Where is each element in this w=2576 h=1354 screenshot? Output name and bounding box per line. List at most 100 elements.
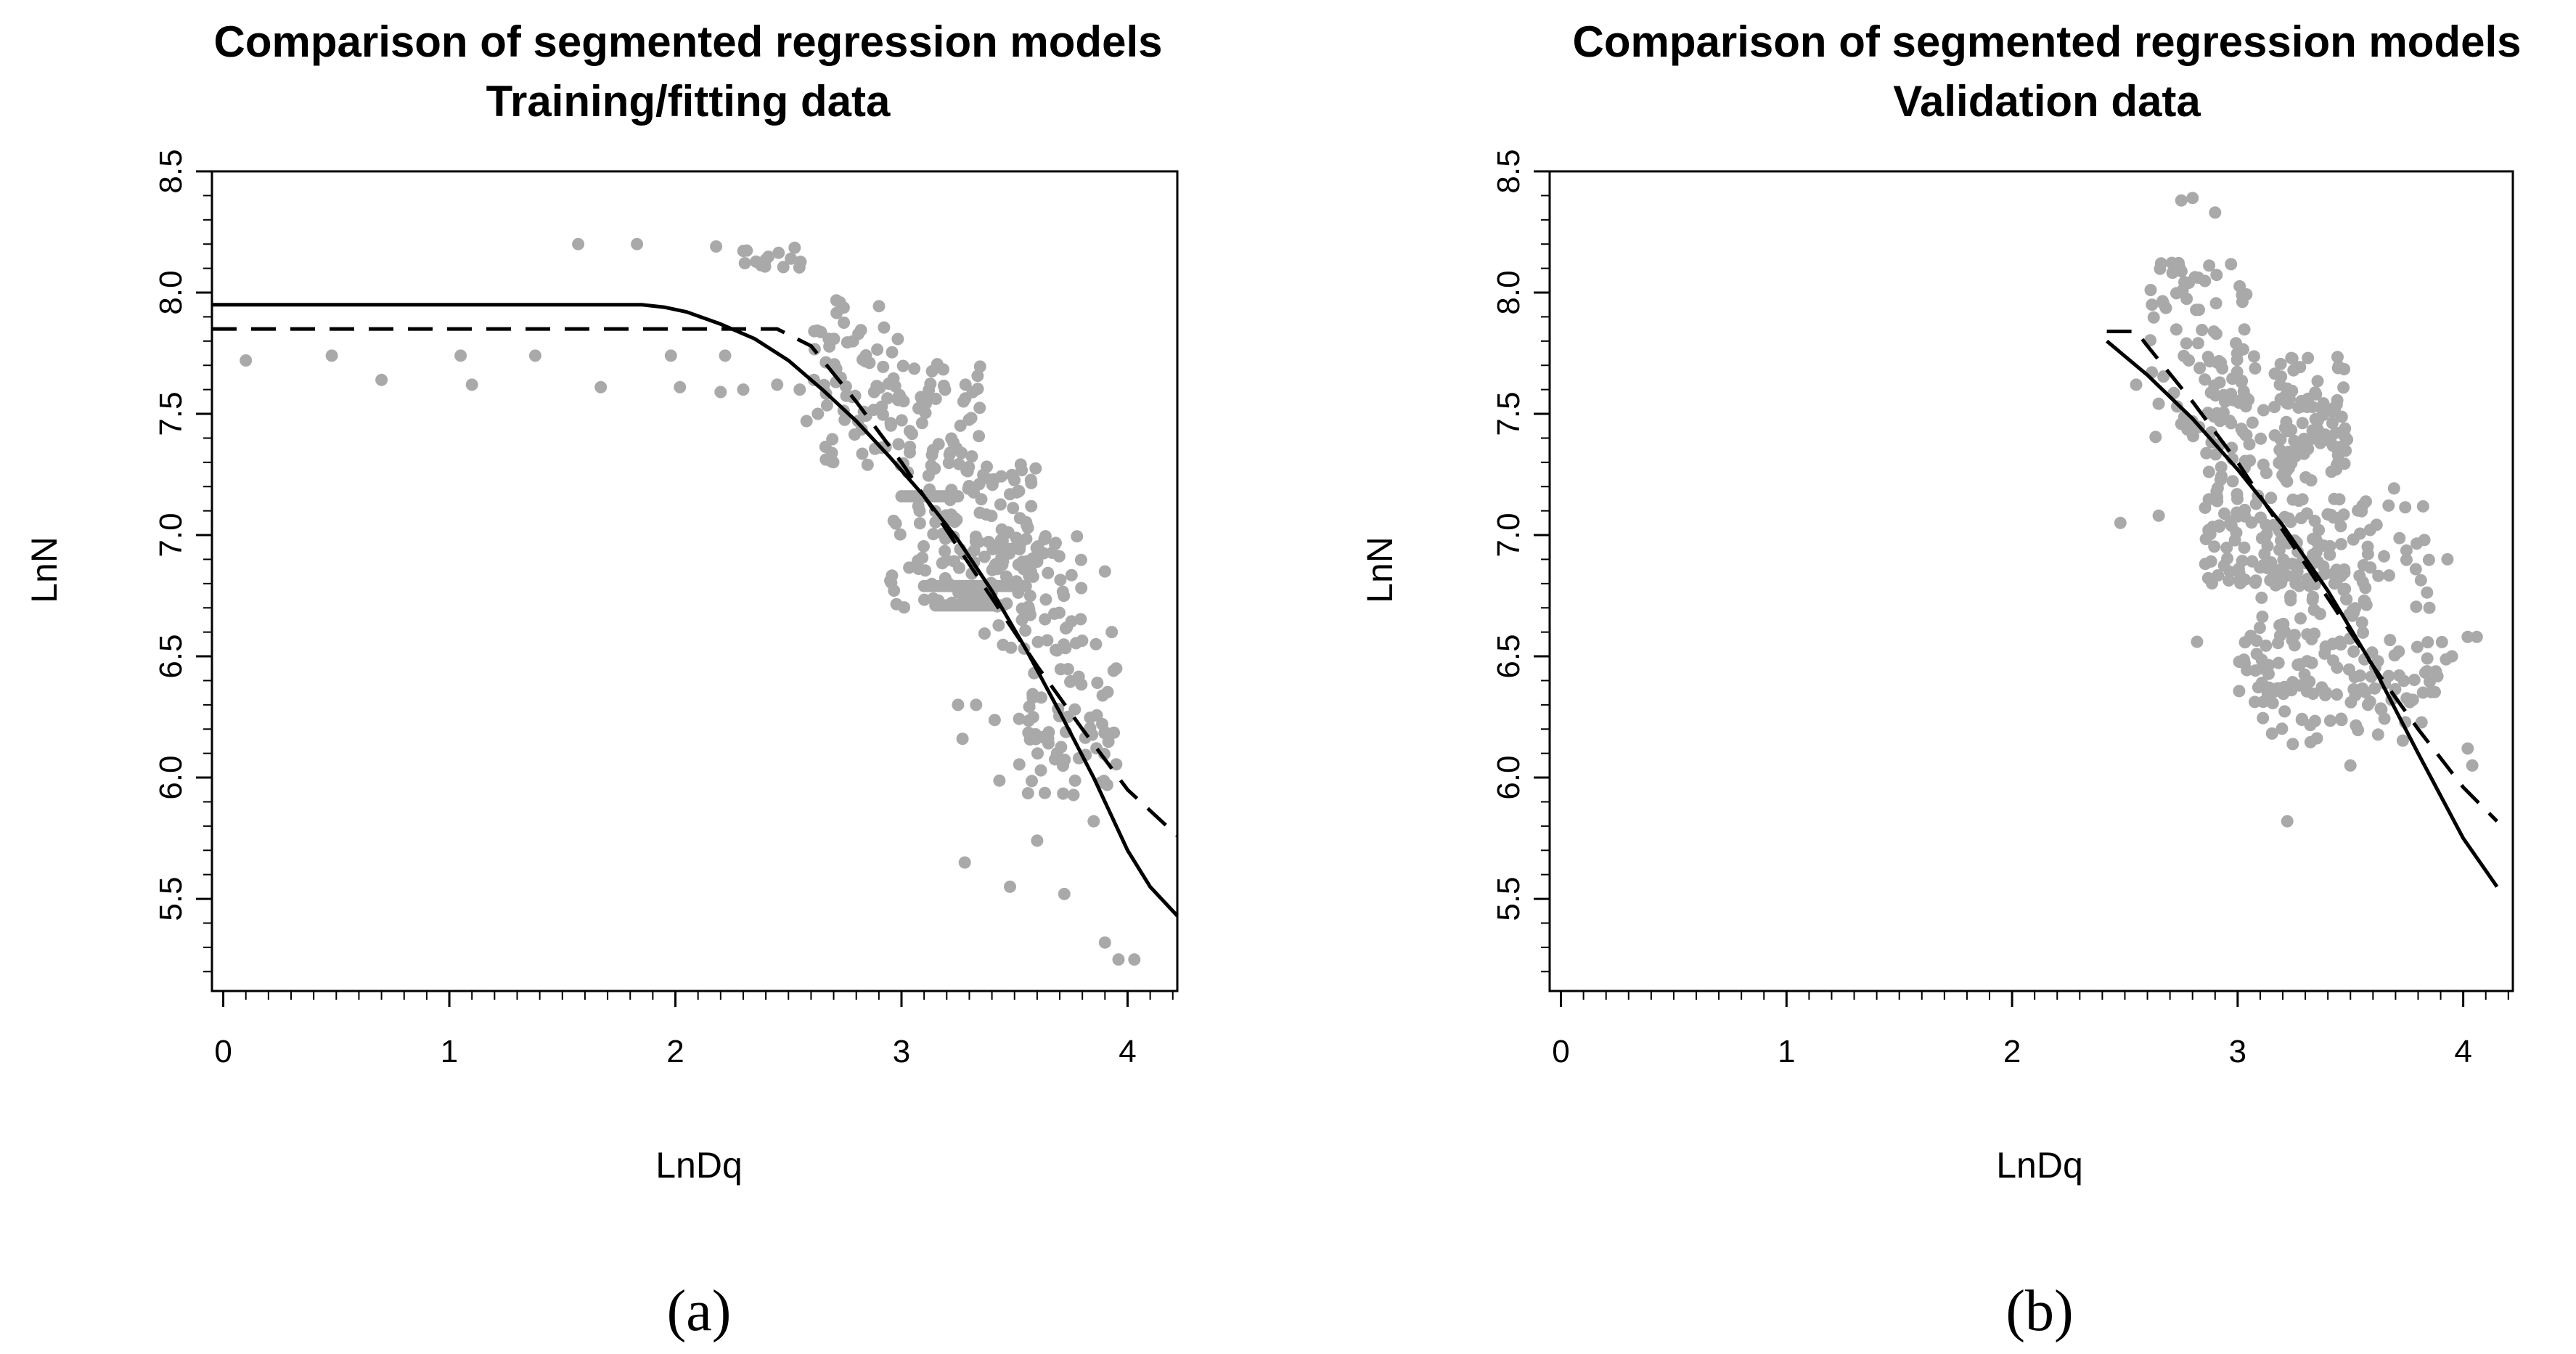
plot-area-b: 5.5 6.0 6.5 7.0 7.5 8.0 8.5 0 1 2 3 4 bbox=[1491, 149, 2514, 1069]
scatter-point bbox=[2421, 636, 2434, 649]
scatter-point bbox=[2420, 665, 2433, 678]
scatter-point bbox=[2223, 574, 2236, 587]
scatter-point bbox=[2305, 632, 2318, 645]
scatter-point bbox=[973, 401, 986, 415]
scatter-point bbox=[2147, 311, 2160, 324]
scatter-point bbox=[1084, 722, 1097, 735]
scatter-point bbox=[2277, 553, 2290, 566]
scatter-point bbox=[2350, 719, 2363, 732]
scatter-point bbox=[2278, 471, 2291, 484]
scatter-point bbox=[913, 517, 926, 530]
scatter-point bbox=[916, 551, 929, 564]
scatter-point bbox=[833, 296, 846, 309]
scatter-point bbox=[2170, 323, 2183, 336]
scatter-point bbox=[952, 698, 965, 711]
scatter-point bbox=[995, 470, 1007, 483]
scatter-point bbox=[2328, 403, 2342, 416]
scatter-point bbox=[2425, 685, 2438, 698]
scatter-point bbox=[2146, 298, 2159, 311]
scatter-point bbox=[2423, 601, 2436, 614]
scatter-point bbox=[738, 257, 751, 269]
scatter-point bbox=[788, 241, 801, 254]
scatter-point bbox=[970, 698, 983, 711]
scatter-point bbox=[1013, 712, 1026, 725]
scatter-point bbox=[886, 346, 899, 359]
scatter-point bbox=[2210, 269, 2223, 282]
scatter-point bbox=[2269, 579, 2282, 592]
scatter-point bbox=[2254, 432, 2268, 445]
scatter-points bbox=[2114, 192, 2483, 828]
scatter-point bbox=[1068, 774, 1081, 787]
scatter-point bbox=[912, 563, 925, 575]
scatter-point bbox=[973, 360, 986, 373]
scatter-point bbox=[777, 261, 790, 274]
scatter-point bbox=[2337, 381, 2350, 394]
scatter-point bbox=[714, 386, 727, 399]
scatter-point bbox=[888, 380, 901, 393]
scatter-point bbox=[925, 364, 939, 378]
scatter-point bbox=[2209, 448, 2222, 461]
scatter-point bbox=[2313, 608, 2326, 621]
scatter-point bbox=[1031, 834, 1044, 847]
scatter-point bbox=[1112, 953, 1125, 966]
scatter-point bbox=[884, 417, 897, 430]
scatter-point bbox=[1056, 585, 1069, 598]
scatter-point bbox=[1108, 726, 1121, 739]
scatter-point bbox=[2347, 606, 2360, 619]
scatter-point bbox=[2384, 634, 2397, 647]
y-tick-label: 6.0 bbox=[1491, 755, 1526, 799]
scatter-point bbox=[375, 373, 388, 386]
scatter-point bbox=[2355, 616, 2368, 629]
series-line-dashed bbox=[2106, 330, 2498, 823]
scatter-point bbox=[1023, 701, 1036, 713]
scatter-point bbox=[1060, 621, 1074, 634]
scatter-point bbox=[2253, 621, 2266, 635]
scatter-point bbox=[2114, 516, 2127, 529]
scatter-point bbox=[2337, 508, 2350, 521]
scatter-point bbox=[2249, 362, 2262, 375]
scatter-point bbox=[2276, 722, 2289, 735]
scatter-point bbox=[2393, 531, 2406, 545]
scatter-point bbox=[710, 240, 723, 253]
scatter-point bbox=[2330, 576, 2343, 589]
scatter-point bbox=[2400, 544, 2413, 557]
scatter-point bbox=[800, 415, 813, 428]
scatter-point bbox=[929, 515, 942, 529]
y-axis: 5.5 6.0 6.5 7.0 7.5 8.0 8.5 bbox=[1491, 149, 1550, 973]
scatter-point bbox=[971, 370, 984, 383]
scatter-point bbox=[2230, 337, 2242, 350]
scatter-point bbox=[2225, 258, 2238, 271]
scatter-point bbox=[962, 482, 975, 495]
scatter-point bbox=[2220, 542, 2233, 554]
scatter-point bbox=[2288, 629, 2301, 642]
scatter-point bbox=[2276, 448, 2289, 461]
scatter-point bbox=[1026, 775, 1038, 788]
scatter-point bbox=[2152, 397, 2165, 410]
scatter-point bbox=[2403, 696, 2416, 709]
scatter-point bbox=[1010, 531, 1023, 545]
x-tick-label: 4 bbox=[1119, 1034, 1136, 1069]
scatter-point bbox=[2273, 378, 2286, 391]
scatter-point bbox=[772, 246, 785, 259]
scatter-point bbox=[2309, 412, 2322, 425]
scatter-point bbox=[2181, 423, 2194, 436]
scatter-point bbox=[2294, 612, 2307, 625]
scatter-point bbox=[2272, 637, 2284, 650]
scatter-point bbox=[1075, 582, 1088, 595]
scatter-point bbox=[2196, 324, 2209, 336]
x-tick-label: 0 bbox=[214, 1034, 232, 1069]
scatter-point bbox=[978, 550, 991, 563]
scatter-point bbox=[1110, 758, 1123, 771]
y-tick-label: 6.5 bbox=[153, 634, 189, 678]
scatter-point bbox=[2152, 509, 2165, 522]
scatter-point bbox=[2268, 685, 2281, 698]
scatter-point bbox=[1042, 733, 1055, 746]
scatter-point bbox=[2281, 815, 2294, 828]
scatter-point bbox=[2466, 759, 2479, 772]
scatter-point bbox=[1039, 786, 1051, 799]
scatter-point bbox=[924, 378, 937, 391]
scatter-point bbox=[956, 733, 969, 746]
scatter-point bbox=[2300, 507, 2313, 520]
scatter-point bbox=[2461, 742, 2474, 755]
scatter-point bbox=[2421, 652, 2434, 665]
